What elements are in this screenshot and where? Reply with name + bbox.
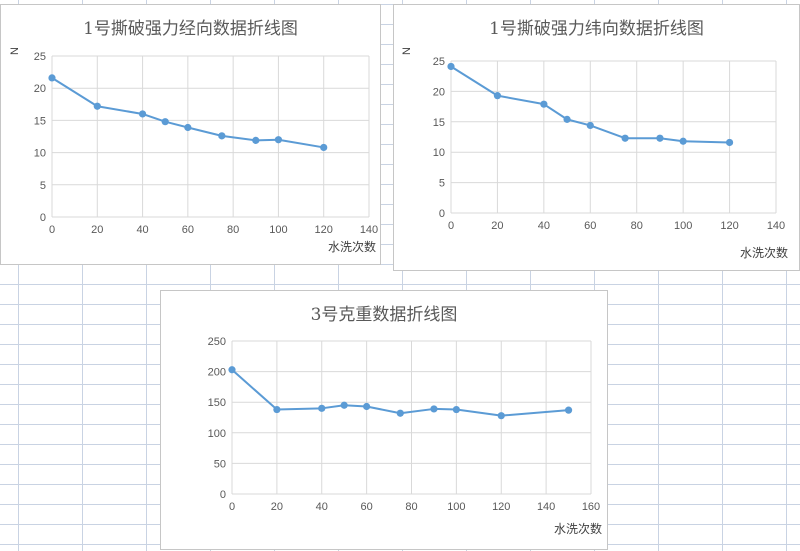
x-tick-label: 100 bbox=[269, 224, 287, 236]
data-point bbox=[564, 406, 573, 414]
data-point bbox=[340, 401, 348, 409]
data-point bbox=[228, 366, 236, 374]
x-tick-label: 100 bbox=[447, 501, 465, 513]
y-axis-title: N bbox=[9, 47, 21, 55]
x-axis-title: 水洗次数 bbox=[328, 239, 376, 254]
series-line bbox=[231, 369, 569, 417]
y-tick-label: 0 bbox=[439, 208, 445, 220]
chart-weft-tear-strength[interactable]: 1号撕破强力纬向数据折线图 0 5 10 15 20 25 0 20 40 60 80 100 120 1… bbox=[393, 4, 800, 271]
y-tick-label: 100 bbox=[208, 428, 226, 440]
x-tick-label: 80 bbox=[631, 220, 643, 232]
x-tick-label: 140 bbox=[537, 501, 555, 513]
y-tick-label: 20 bbox=[34, 83, 46, 95]
y-tick-label: 5 bbox=[40, 180, 46, 192]
data-point bbox=[430, 405, 438, 413]
data-point bbox=[273, 405, 281, 414]
data-point bbox=[621, 134, 629, 142]
data-point bbox=[540, 100, 548, 108]
x-tick-label: 160 bbox=[582, 501, 600, 513]
chart-title: 1号撕破强力纬向数据折线图 bbox=[489, 19, 704, 39]
data-point bbox=[274, 136, 283, 144]
data-point bbox=[452, 405, 460, 414]
x-tick-label: 0 bbox=[229, 501, 235, 513]
data-point bbox=[493, 92, 502, 100]
data-point bbox=[679, 137, 687, 145]
x-tick-label: 140 bbox=[767, 220, 785, 232]
y-tick-label: 25 bbox=[433, 56, 445, 68]
x-tick-label: 40 bbox=[538, 220, 550, 232]
x-tick-label: 100 bbox=[674, 220, 692, 232]
data-point bbox=[725, 138, 734, 147]
x-tick-label: 0 bbox=[448, 220, 454, 232]
data-point bbox=[252, 136, 260, 144]
x-tick-label: 120 bbox=[315, 224, 333, 236]
y-tick-label: 50 bbox=[214, 458, 226, 470]
x-tick-label: 60 bbox=[584, 220, 596, 232]
y-tick-label: 15 bbox=[34, 115, 46, 127]
line-chart-svg: 0 50 100 150 200 250 0 20 40 60 80 100 120 140 160 水洗次数 bbox=[208, 336, 602, 536]
data-point bbox=[138, 110, 147, 118]
chart-title: 1号撕破强力经向数据折线图 bbox=[83, 19, 298, 39]
x-tick-label: 0 bbox=[49, 224, 55, 236]
data-point bbox=[363, 402, 371, 411]
y-tick-label: 15 bbox=[433, 117, 445, 129]
x-tick-label: 40 bbox=[136, 224, 148, 236]
data-point bbox=[656, 134, 664, 142]
y-tick-label: 0 bbox=[220, 489, 226, 501]
data-point bbox=[497, 412, 505, 420]
y-tick-label: 20 bbox=[433, 86, 445, 98]
y-tick-label: 10 bbox=[433, 147, 445, 159]
x-tick-label: 20 bbox=[91, 224, 103, 236]
line-chart-svg: 0 5 10 15 20 25 0 20 40 60 80 100 120 140 水洗次数 N bbox=[401, 47, 788, 260]
data-point bbox=[93, 102, 101, 110]
x-tick-label: 60 bbox=[361, 501, 373, 513]
data-point bbox=[161, 118, 169, 126]
data-point bbox=[447, 62, 455, 71]
data-point bbox=[396, 409, 404, 417]
data-point bbox=[48, 74, 56, 82]
x-tick-label: 20 bbox=[491, 220, 503, 232]
x-tick-label: 40 bbox=[316, 501, 328, 513]
chart-warp-tear-strength[interactable]: 1号撕破强力经向数据折线图 0 5 10 15 20 25 0 20 40 60 80 100 120 1… bbox=[0, 4, 381, 265]
y-tick-label: 150 bbox=[208, 397, 226, 409]
x-tick-label: 120 bbox=[492, 501, 510, 513]
line-chart-svg: 0 5 10 15 20 25 0 20 40 60 80 100 120 140 水洗次数 N bbox=[9, 47, 378, 254]
x-tick-label: 140 bbox=[360, 224, 378, 236]
data-point bbox=[586, 121, 594, 130]
y-tick-label: 250 bbox=[208, 336, 226, 348]
x-tick-label: 80 bbox=[405, 501, 417, 513]
data-point bbox=[563, 115, 571, 123]
y-axis-title: N bbox=[401, 47, 413, 55]
y-tick-label: 5 bbox=[439, 178, 445, 190]
data-point bbox=[218, 132, 226, 140]
chart-fabric-weight[interactable]: 3号克重数据折线图 0 50 100 150 200 250 0 20 40 60 80 100 120… bbox=[160, 290, 608, 550]
y-tick-label: 200 bbox=[208, 367, 226, 379]
x-axis-title: 水洗次数 bbox=[554, 521, 602, 536]
x-tick-label: 120 bbox=[720, 220, 738, 232]
x-tick-label: 20 bbox=[271, 501, 283, 513]
data-point bbox=[320, 143, 328, 152]
data-point bbox=[318, 404, 326, 412]
y-tick-label: 0 bbox=[40, 212, 46, 224]
data-point bbox=[184, 123, 192, 132]
chart-title: 3号克重数据折线图 bbox=[310, 305, 458, 325]
x-tick-label: 60 bbox=[182, 224, 194, 236]
y-tick-label: 25 bbox=[34, 51, 46, 63]
y-tick-label: 10 bbox=[34, 148, 46, 160]
x-tick-label: 80 bbox=[227, 224, 239, 236]
x-axis-title: 水洗次数 bbox=[740, 245, 788, 260]
